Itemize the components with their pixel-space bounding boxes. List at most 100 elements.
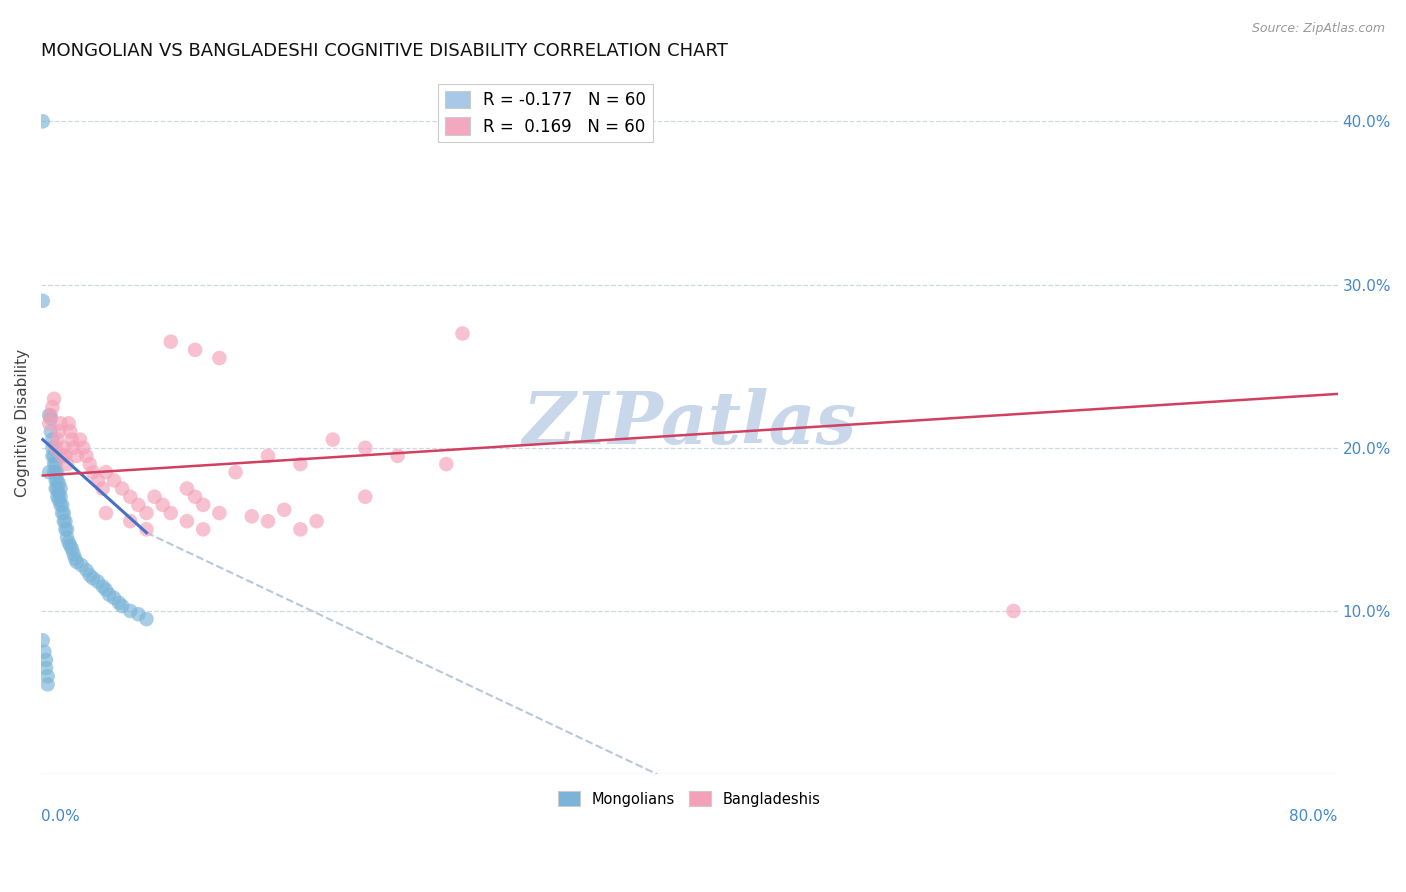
Point bbox=[354, 490, 377, 504]
Point bbox=[38, 408, 60, 422]
Point bbox=[94, 465, 117, 479]
Point bbox=[48, 476, 70, 491]
Point bbox=[79, 457, 101, 471]
Point bbox=[34, 645, 56, 659]
Point bbox=[46, 433, 69, 447]
Point bbox=[55, 514, 77, 528]
Point bbox=[120, 604, 142, 618]
Point bbox=[46, 474, 69, 488]
Point bbox=[257, 449, 280, 463]
Point bbox=[35, 661, 58, 675]
Point bbox=[98, 588, 121, 602]
Point bbox=[49, 482, 72, 496]
Point bbox=[322, 433, 344, 447]
Point bbox=[290, 457, 312, 471]
Point bbox=[46, 490, 69, 504]
Point bbox=[49, 417, 72, 431]
Point bbox=[51, 506, 73, 520]
Point bbox=[52, 441, 75, 455]
Point bbox=[82, 465, 104, 479]
Point bbox=[91, 482, 114, 496]
Point bbox=[387, 449, 409, 463]
Point bbox=[225, 465, 247, 479]
Point bbox=[135, 506, 157, 520]
Point bbox=[120, 514, 142, 528]
Point bbox=[79, 568, 101, 582]
Point bbox=[72, 441, 94, 455]
Point bbox=[45, 465, 67, 479]
Text: 80.0%: 80.0% bbox=[1289, 809, 1337, 824]
Point bbox=[143, 490, 166, 504]
Point bbox=[111, 482, 134, 496]
Point bbox=[48, 493, 70, 508]
Point bbox=[135, 522, 157, 536]
Y-axis label: Cognitive Disability: Cognitive Disability bbox=[15, 350, 30, 498]
Point bbox=[66, 449, 89, 463]
Point bbox=[52, 514, 75, 528]
Point bbox=[41, 433, 63, 447]
Point bbox=[103, 474, 125, 488]
Point bbox=[38, 417, 60, 431]
Point bbox=[60, 433, 83, 447]
Point bbox=[56, 457, 79, 471]
Point bbox=[41, 449, 63, 463]
Point bbox=[51, 449, 73, 463]
Point bbox=[257, 514, 280, 528]
Point bbox=[45, 457, 67, 471]
Legend: Mongolians, Bangladeshis: Mongolians, Bangladeshis bbox=[553, 785, 827, 813]
Point bbox=[62, 441, 84, 455]
Text: ZIPatlas: ZIPatlas bbox=[522, 388, 856, 458]
Point bbox=[94, 582, 117, 597]
Point bbox=[76, 563, 98, 577]
Point bbox=[152, 498, 174, 512]
Point bbox=[208, 506, 231, 520]
Point bbox=[94, 506, 117, 520]
Point bbox=[127, 498, 149, 512]
Point bbox=[111, 599, 134, 613]
Point bbox=[45, 474, 67, 488]
Point bbox=[58, 417, 80, 431]
Point bbox=[87, 574, 110, 589]
Point bbox=[66, 555, 89, 569]
Point bbox=[354, 441, 377, 455]
Point bbox=[42, 457, 65, 471]
Point bbox=[48, 425, 70, 439]
Point bbox=[59, 425, 82, 439]
Point bbox=[176, 482, 198, 496]
Point bbox=[434, 457, 457, 471]
Point bbox=[159, 334, 181, 349]
Point bbox=[41, 400, 63, 414]
Point bbox=[62, 547, 84, 561]
Point bbox=[273, 502, 295, 516]
Point bbox=[38, 465, 60, 479]
Point bbox=[193, 522, 215, 536]
Point bbox=[46, 465, 69, 479]
Point bbox=[159, 506, 181, 520]
Point bbox=[35, 653, 58, 667]
Point bbox=[208, 351, 231, 365]
Point bbox=[58, 535, 80, 549]
Point bbox=[51, 498, 73, 512]
Point bbox=[184, 343, 207, 357]
Point bbox=[55, 522, 77, 536]
Point bbox=[120, 490, 142, 504]
Point bbox=[55, 449, 77, 463]
Point bbox=[49, 490, 72, 504]
Point bbox=[240, 509, 263, 524]
Point bbox=[37, 677, 59, 691]
Point bbox=[41, 441, 63, 455]
Point bbox=[1002, 604, 1025, 618]
Point bbox=[193, 498, 215, 512]
Point bbox=[451, 326, 474, 341]
Point bbox=[82, 571, 104, 585]
Point bbox=[31, 114, 53, 128]
Point bbox=[135, 612, 157, 626]
Point bbox=[42, 465, 65, 479]
Point bbox=[37, 669, 59, 683]
Point bbox=[42, 392, 65, 406]
Point bbox=[70, 558, 93, 573]
Point bbox=[31, 633, 53, 648]
Point bbox=[56, 522, 79, 536]
Point bbox=[45, 482, 67, 496]
Point bbox=[91, 579, 114, 593]
